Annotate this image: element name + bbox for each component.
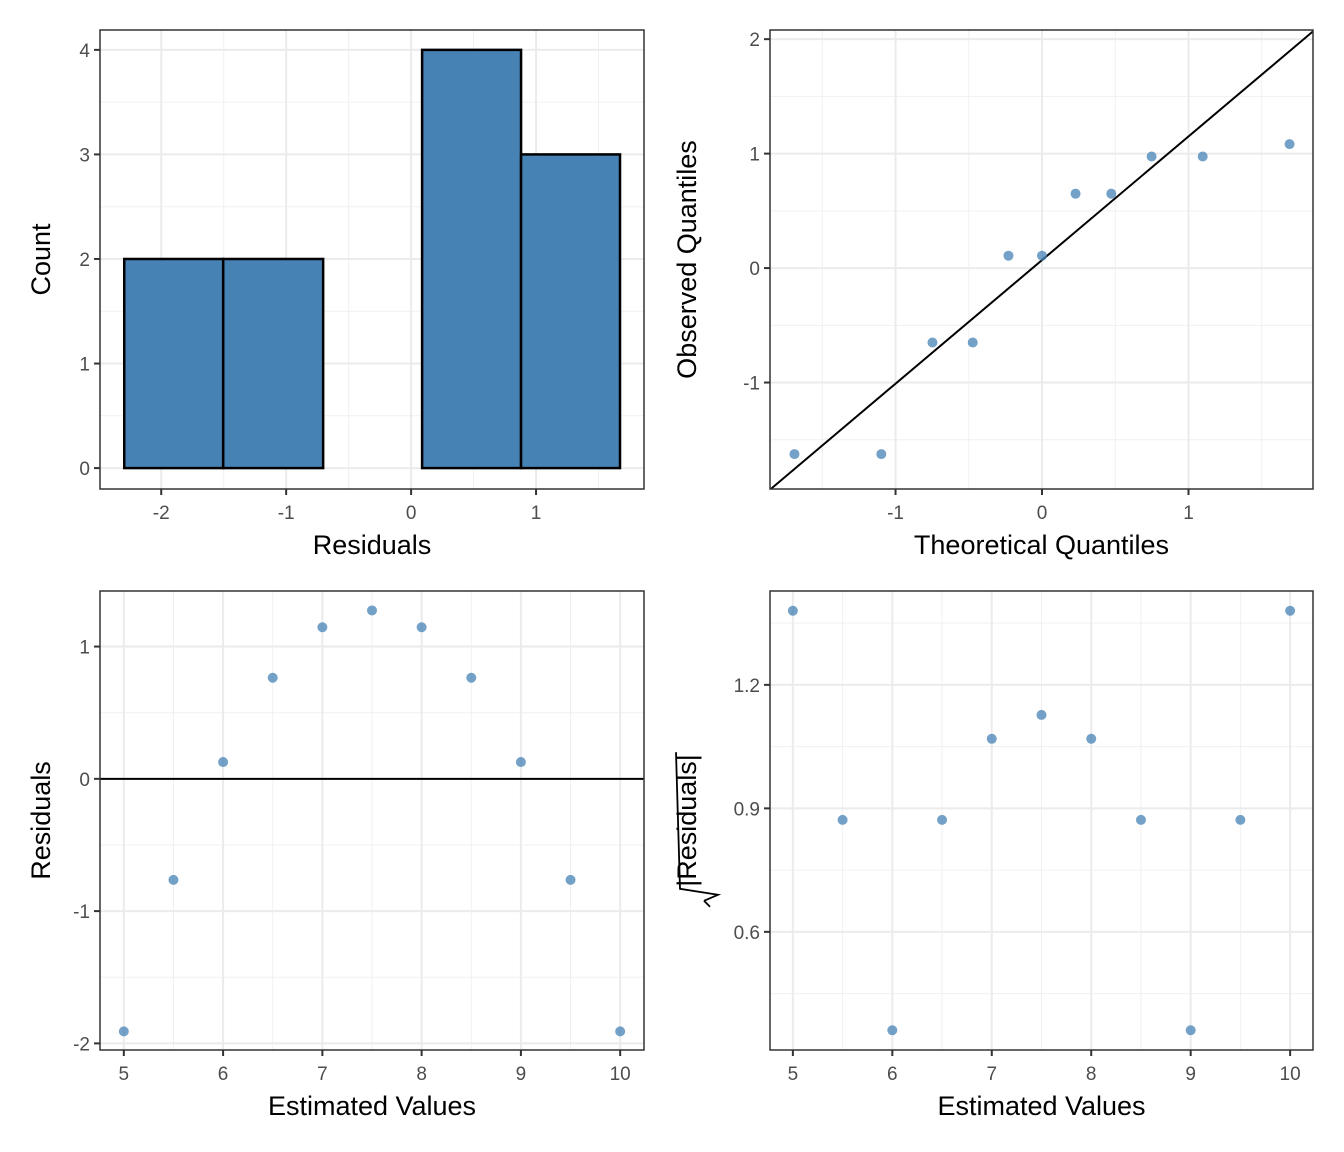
data-point <box>1070 188 1081 199</box>
panel-2: -1 0 1 -1 0 1 2 Theoretical Quantiles Observed Q… <box>672 29 1314 560</box>
y-axis-title: Count <box>26 223 56 296</box>
data-point <box>615 1026 626 1037</box>
panel-border <box>99 590 645 1051</box>
x-tick-label: -1 <box>278 503 295 524</box>
histogram-bar <box>420 48 523 470</box>
x-tick-label: 0 <box>1037 503 1048 524</box>
x-tick-label: 5 <box>788 1064 799 1085</box>
x-tick-label: 10 <box>610 1064 631 1085</box>
data-point <box>1135 814 1146 825</box>
x-tick-label: 1 <box>531 503 542 524</box>
data-point <box>1086 733 1097 744</box>
data-point <box>1197 151 1208 162</box>
data-point <box>218 757 229 768</box>
y-tick-label: 4 <box>79 41 90 62</box>
histogram-bar <box>519 153 622 470</box>
y-tick-label: -1 <box>73 902 90 923</box>
x-tick-label: 1 <box>1183 503 1194 524</box>
y-axis-title: Observed Quantiles <box>672 140 702 379</box>
x-axis-title: Estimated Values <box>268 1091 476 1121</box>
y-tick-label: -2 <box>73 1034 90 1055</box>
x-tick-label: 9 <box>516 1064 527 1085</box>
data-point <box>317 622 328 633</box>
y-tick-label: 0.6 <box>734 923 760 944</box>
y-tick-label: 1 <box>79 638 90 659</box>
data-point <box>887 1025 898 1036</box>
data-point <box>1185 1025 1196 1036</box>
sqrt-radical-icon <box>675 752 722 908</box>
x-tick-label: 5 <box>119 1064 130 1085</box>
x-axis-title: Estimated Values <box>937 1091 1145 1121</box>
data-point <box>937 814 948 825</box>
data-point <box>367 605 377 616</box>
data-point <box>565 874 576 885</box>
y-tick-label: 2 <box>749 30 760 51</box>
data-point <box>986 733 997 744</box>
histogram-bar <box>221 257 325 470</box>
data-point <box>1036 709 1047 720</box>
x-tick-label: -1 <box>887 503 904 524</box>
x-axis-title: Theoretical Quantiles <box>914 530 1169 560</box>
data-point <box>787 605 798 616</box>
data-point <box>789 449 800 460</box>
data-point <box>168 874 179 885</box>
x-tick-label: -2 <box>153 503 170 524</box>
data-point <box>118 1026 129 1037</box>
y-tick-label: 1 <box>79 355 90 376</box>
data-point <box>967 337 978 348</box>
data-point <box>1285 605 1296 616</box>
data-point <box>1235 814 1246 825</box>
data-point <box>1284 139 1295 150</box>
x-tick-label: 10 <box>1280 1064 1301 1085</box>
y-tick-label: -1 <box>743 374 760 395</box>
data-point <box>927 337 938 348</box>
data-point <box>416 622 427 633</box>
panel-3: 5 6 7 8 9 10 -2 -1 0 1 Estimated Values Residuals <box>26 590 645 1121</box>
y-tick-label: 0 <box>749 259 760 280</box>
data-point <box>466 672 477 683</box>
data-point <box>876 449 887 460</box>
y-tick-label: 0 <box>79 770 90 791</box>
panel-1: -2 -1 0 1 0 1 2 3 4 Residuals Count <box>26 29 645 560</box>
x-tick-label: 8 <box>1086 1064 1097 1085</box>
data-point <box>1106 188 1117 199</box>
data-point <box>1146 151 1157 162</box>
data-point <box>1003 250 1014 261</box>
y-tick-label: 0 <box>79 459 90 480</box>
y-tick-label: 1 <box>749 145 760 166</box>
data-point <box>1037 250 1048 261</box>
y-tick-label: 1.2 <box>734 676 760 697</box>
y-tick-label: 2 <box>79 250 90 271</box>
y-axis-title: Residuals <box>26 761 56 880</box>
panel-border <box>769 590 1314 1051</box>
data-point <box>837 814 848 825</box>
data-point <box>267 672 278 683</box>
histogram-bar <box>122 257 225 470</box>
x-tick-label: 8 <box>416 1064 427 1085</box>
x-axis-title: Residuals <box>313 530 432 560</box>
x-tick-label: 7 <box>986 1064 997 1085</box>
data-point <box>515 757 526 768</box>
x-tick-label: 7 <box>317 1064 328 1085</box>
x-tick-label: 6 <box>887 1064 898 1085</box>
x-tick-label: 0 <box>406 503 417 524</box>
x-tick-label: 6 <box>218 1064 229 1085</box>
y-tick-label: 3 <box>79 145 90 166</box>
y-tick-label: 0.9 <box>734 799 760 820</box>
x-tick-label: 9 <box>1185 1064 1196 1085</box>
